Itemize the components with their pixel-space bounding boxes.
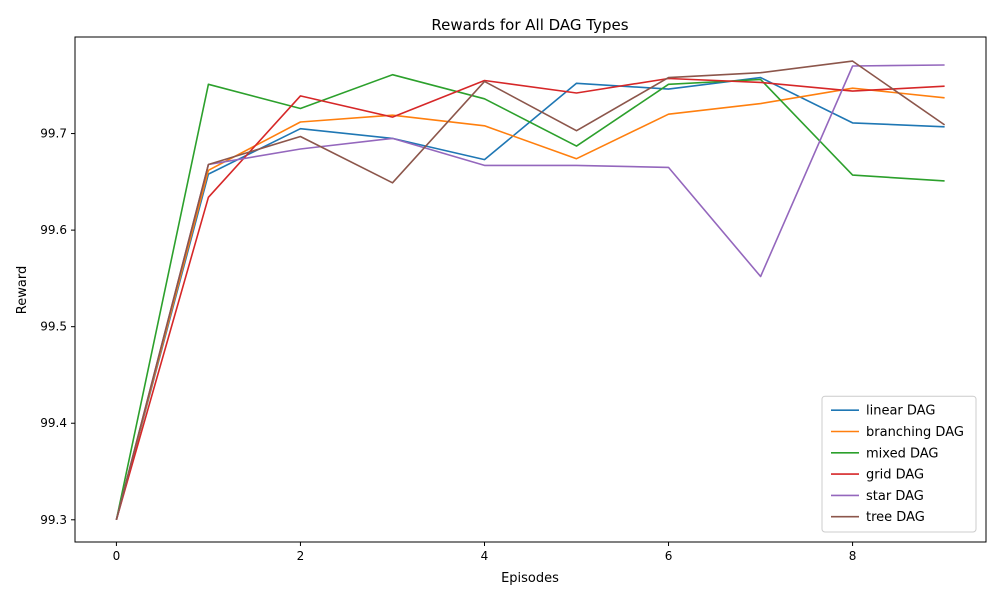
legend-entry: linear DAG	[866, 404, 935, 419]
y-tick-label: 99.4	[40, 416, 67, 430]
x-tick-label: 8	[849, 549, 857, 563]
series-line-star-dag	[115, 64, 945, 521]
legend-entry: grid DAG	[866, 468, 924, 483]
x-axis: 0 2 4 6 8	[113, 542, 857, 563]
x-tick-label: 4	[481, 549, 489, 563]
plot-area	[115, 60, 946, 521]
legend-entry: mixed DAG	[866, 446, 938, 461]
legend-entry: star DAG	[866, 489, 924, 504]
series-line-mixed-dag	[115, 73, 945, 520]
y-tick-label: 99.7	[40, 127, 67, 141]
series-line-grid-dag	[115, 77, 945, 521]
x-tick-label: 0	[113, 549, 121, 563]
y-tick-label: 99.5	[40, 320, 67, 334]
series-line-tree-dag	[115, 60, 946, 521]
x-tick-label: 6	[665, 549, 673, 563]
plot-frame	[74, 36, 987, 543]
x-tick-label: 2	[297, 549, 305, 563]
y-tick-label: 99.3	[40, 513, 67, 527]
series-line-linear-dag	[115, 76, 945, 521]
y-axis: 99.3 99.4 99.5 99.6 99.7	[40, 127, 75, 527]
x-axis-label: Episodes	[501, 571, 559, 586]
chart-title: Rewards for All DAG Types	[431, 16, 628, 34]
y-axis-label: Reward	[15, 266, 30, 314]
legend: linear DAG branching DAG mixed DAG grid DAG…	[821, 395, 977, 533]
legend-box	[821, 395, 977, 533]
y-tick-label: 99.6	[40, 223, 67, 237]
legend-entry: tree DAG	[866, 510, 925, 525]
legend-entry: branching DAG	[866, 425, 964, 440]
